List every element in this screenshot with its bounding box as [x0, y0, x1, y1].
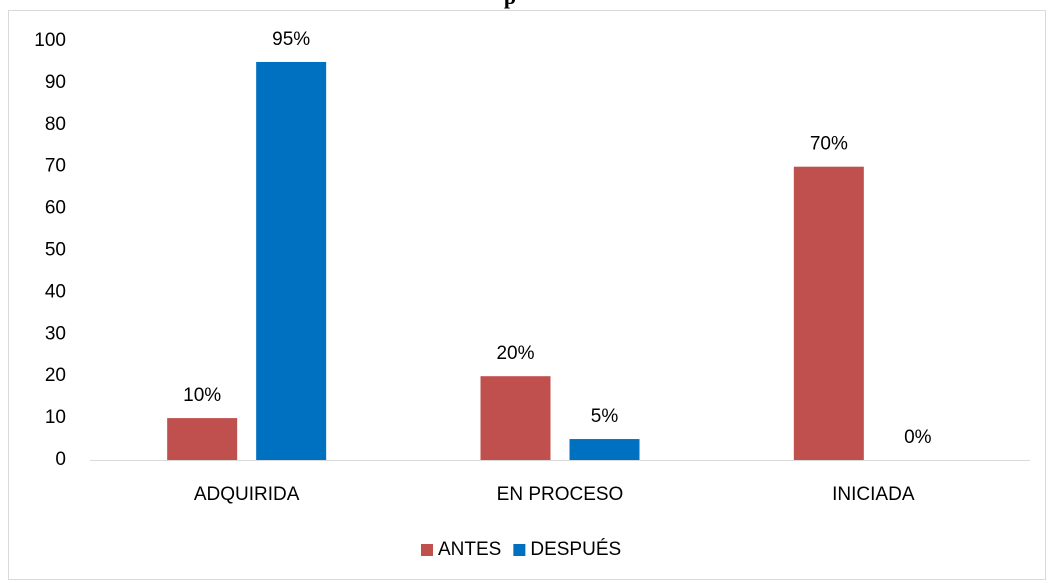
- bar: [480, 376, 551, 460]
- legend-label: DESPUÉS: [530, 539, 621, 560]
- y-tick-label: 90: [45, 72, 66, 93]
- bar: [793, 166, 864, 460]
- x-tick-label: ADQUIRIDA: [194, 484, 300, 505]
- bar: [569, 439, 640, 460]
- legend-swatch: [421, 544, 433, 556]
- value-label: 95%: [272, 29, 310, 50]
- bar: [167, 418, 238, 460]
- value-label: 20%: [496, 343, 534, 364]
- y-tick-label: 60: [45, 198, 66, 219]
- chart-border: [8, 10, 1046, 580]
- y-tick-label: 50: [45, 240, 66, 261]
- bar: [256, 61, 327, 460]
- x-tick-label: EN PROCESO: [497, 484, 624, 505]
- y-tick-label: 10: [45, 407, 66, 428]
- y-tick-label: 0: [55, 449, 66, 470]
- y-tick-label: 70: [45, 156, 66, 177]
- chart-title: p: [504, 0, 516, 9]
- y-tick-label: 40: [45, 281, 66, 302]
- value-label: 5%: [591, 406, 619, 427]
- legend-swatch: [513, 544, 526, 556]
- y-tick-label: 80: [45, 114, 66, 135]
- legend-label: ANTES: [438, 539, 501, 560]
- value-label: 70%: [810, 134, 848, 155]
- y-tick-label: 100: [34, 30, 66, 51]
- y-tick-label: 20: [45, 365, 66, 386]
- x-tick-label: INICIADA: [832, 484, 915, 505]
- value-label: 0%: [904, 427, 932, 448]
- y-tick-label: 30: [45, 323, 66, 344]
- value-label: 10%: [183, 385, 221, 406]
